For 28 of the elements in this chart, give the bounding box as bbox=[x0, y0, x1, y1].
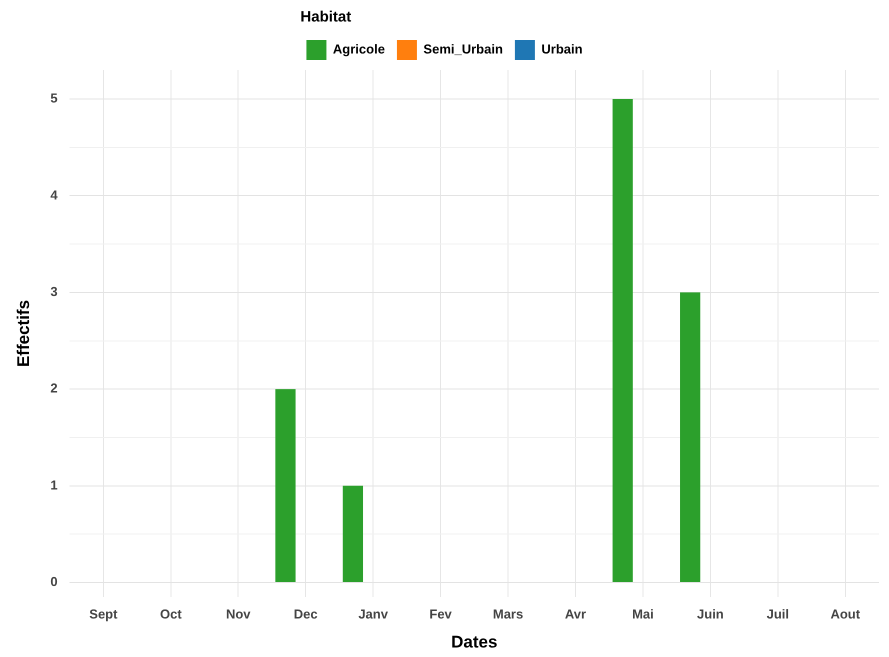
x-axis-title: Dates bbox=[451, 632, 498, 652]
x-tick-label: Sept bbox=[89, 606, 118, 622]
x-tick-label: Dec bbox=[294, 606, 318, 622]
x-tick-label: Mars bbox=[492, 606, 524, 622]
y-tick-label: 3 bbox=[50, 284, 58, 299]
legend-title: Habitat bbox=[300, 8, 352, 26]
y-tick-label: 2 bbox=[50, 380, 58, 396]
x-tick-label: Juil bbox=[766, 606, 790, 622]
x-tick-label: Avr bbox=[564, 606, 586, 622]
x-tick-label: Aout bbox=[830, 606, 861, 622]
legend-label: Semi_Urbain bbox=[423, 42, 503, 57]
bar bbox=[680, 292, 700, 582]
x-tick-label: Mai bbox=[632, 606, 654, 622]
x-tick-label: Oct bbox=[160, 606, 182, 622]
legend-label: Agricole bbox=[332, 42, 385, 57]
y-tick-label: 1 bbox=[50, 477, 58, 492]
y-tick-label: 5 bbox=[50, 90, 58, 106]
x-tick-label: Juin bbox=[697, 606, 724, 622]
bar bbox=[275, 389, 296, 582]
y-axis-title: Effectifs bbox=[14, 300, 33, 368]
x-tick-label: Janv bbox=[358, 606, 389, 622]
x-tick-label: Fev bbox=[429, 606, 453, 622]
legend-label: Urbain bbox=[541, 42, 583, 57]
bar bbox=[612, 99, 633, 582]
bar bbox=[342, 486, 364, 582]
y-tick-label: 4 bbox=[50, 187, 58, 202]
y-tick-label: 0 bbox=[50, 574, 58, 590]
x-tick-label: Nov bbox=[226, 606, 252, 622]
